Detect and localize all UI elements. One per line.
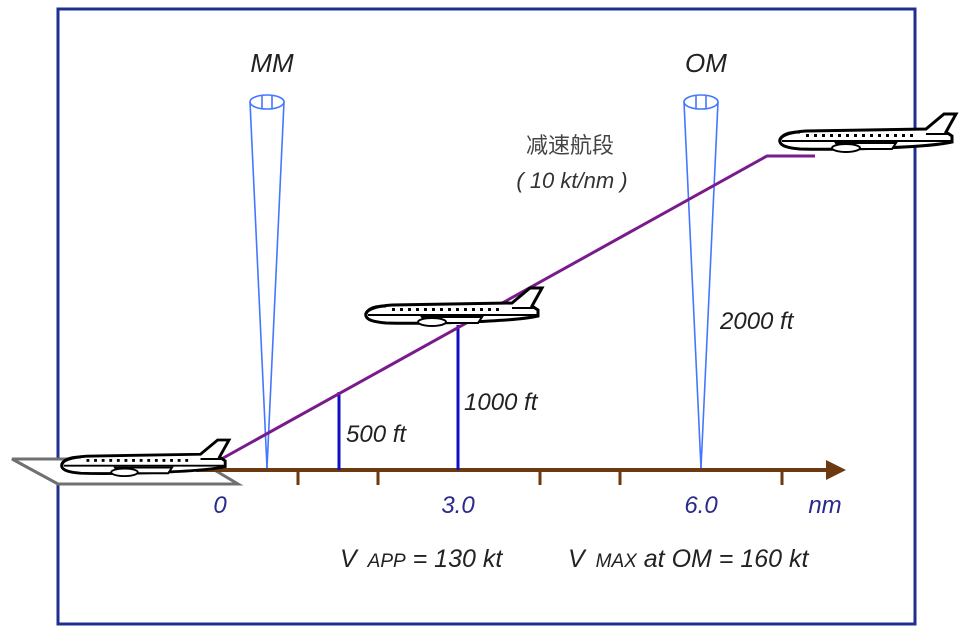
segment-name: 减速航段 (526, 134, 614, 159)
v-max-value: at OM = 160 kt (644, 545, 810, 573)
v-max-label: V MAX at OM = 160 kt (568, 545, 809, 573)
tick-label-6: 6.0 (684, 492, 718, 519)
v-max-symbol: V (568, 545, 587, 573)
om-label: OM (685, 48, 727, 78)
axis-arrow-icon (826, 460, 846, 480)
v-app-symbol: V (340, 545, 359, 573)
glide-path (215, 154, 815, 464)
altitude-1000-label: 1000 ft (464, 389, 539, 416)
om-beacon-cone (683, 94, 719, 469)
altitude-500-label: 500 ft (346, 421, 407, 448)
v-app-value: = 130 kt (413, 545, 504, 573)
v-app-subscript: APP (367, 551, 406, 572)
v-app-label: V APP = 130 kt (340, 545, 503, 573)
tick-label-0: 0 (213, 492, 227, 519)
segment-rate: ( 10 kt/nm ) (516, 168, 627, 193)
axis-ticks (296, 470, 784, 485)
mm-beacon-cone (249, 94, 285, 469)
altitude-2000-label: 2000 ft (719, 308, 795, 335)
tick-label-3: 3.0 (441, 492, 475, 519)
axis-unit-label: nm (808, 492, 841, 519)
mm-label: MM (250, 48, 294, 78)
v-max-subscript: MAX (596, 551, 639, 572)
